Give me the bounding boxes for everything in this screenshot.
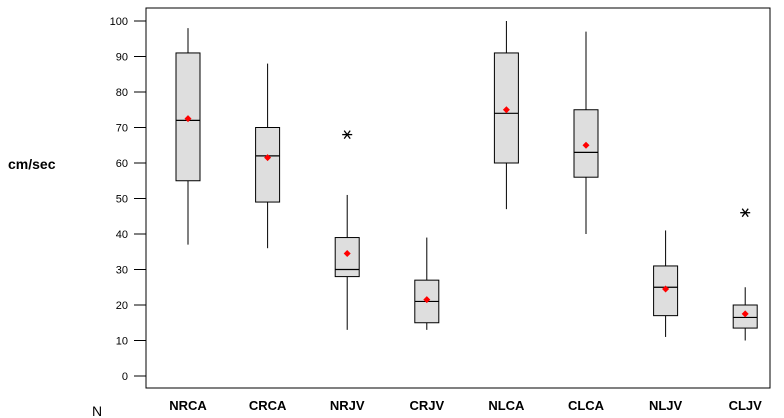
box-crjv — [414, 237, 440, 330]
y-tick-label: 80 — [116, 87, 128, 99]
x-tick-label: NLCA — [488, 398, 525, 413]
mean-marker — [423, 296, 431, 304]
mean-marker — [184, 115, 192, 123]
mean-marker — [264, 154, 272, 162]
x-tick-label: CLCA — [568, 398, 605, 413]
mean-marker — [343, 250, 351, 258]
outlier-stroke — [741, 208, 749, 218]
y-tick-label: 0 — [122, 371, 128, 383]
n-row-label: N — [92, 403, 102, 418]
box-nrjv — [334, 130, 360, 330]
outlier-marker — [342, 130, 353, 139]
mean-marker — [502, 106, 510, 114]
plot-area — [145, 7, 771, 389]
x-tick-label: NLJV — [649, 398, 683, 413]
x-axis-labels: NRCA CRCA NRJV CRJV NLCA CLCA NLJV CLJV — [169, 398, 762, 413]
y-tick-label: 30 — [116, 265, 128, 277]
x-tick-label: NRCA — [169, 398, 207, 413]
x-tick-label: CRCA — [249, 398, 287, 413]
iqr-box — [255, 127, 281, 203]
box-cljv — [732, 208, 758, 341]
box-nljv — [653, 230, 679, 337]
iqr-box — [573, 109, 599, 178]
y-tick-label: 70 — [116, 123, 128, 135]
y-tick-label: 40 — [116, 229, 128, 241]
y-axis-label: cm/sec — [8, 156, 56, 172]
box-clca — [573, 31, 599, 234]
y-tick-label: 10 — [116, 336, 128, 348]
y-axis: 0 10 20 30 40 50 60 70 80 90 100 — [110, 16, 146, 383]
box-crca — [255, 63, 281, 249]
y-tick-label: 20 — [116, 300, 128, 312]
mean-marker — [741, 310, 749, 318]
outlier-stroke — [343, 130, 351, 139]
y-tick-label: 60 — [116, 158, 128, 170]
x-tick-label: CLJV — [729, 398, 763, 413]
boxplot-series — [175, 21, 758, 341]
box-nlca — [493, 21, 519, 210]
x-tick-label: CRJV — [409, 398, 444, 413]
x-tick-label: NRJV — [330, 398, 365, 413]
mean-marker — [582, 141, 590, 149]
y-tick-label: 100 — [110, 16, 128, 28]
iqr-box — [334, 237, 360, 278]
y-tick-label: 90 — [116, 52, 128, 64]
y-tick-label: 50 — [116, 194, 128, 206]
mean-marker — [662, 285, 670, 293]
box-nrca — [175, 28, 201, 245]
outlier-marker — [740, 208, 751, 218]
